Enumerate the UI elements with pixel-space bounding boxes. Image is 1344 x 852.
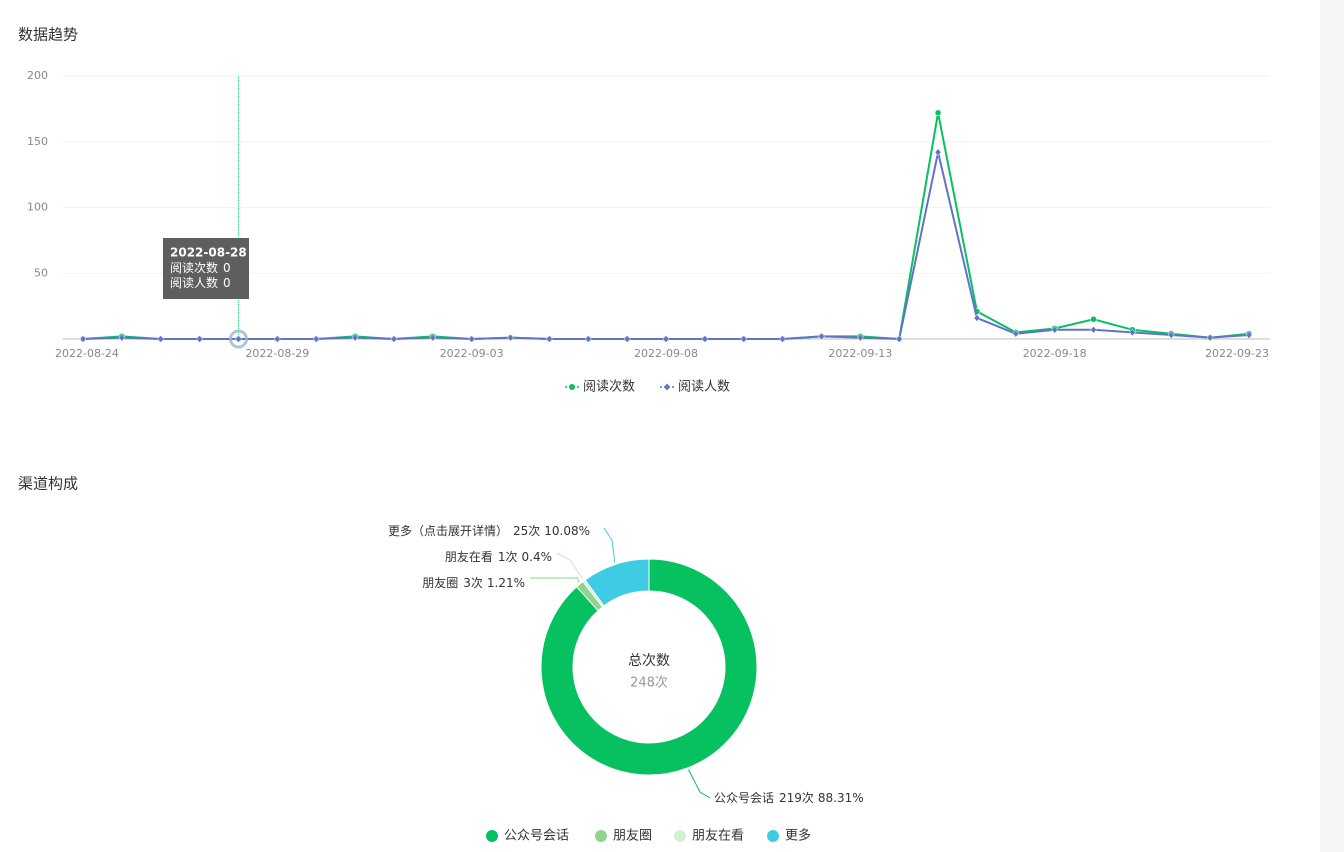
point: [1012, 329, 1020, 338]
point: [701, 335, 709, 343]
slice-percent: 88.31%: [818, 791, 864, 805]
legend-icon: [595, 830, 607, 842]
legend-icon: [767, 830, 779, 842]
point: [895, 335, 903, 343]
point: [1051, 325, 1058, 334]
point: [235, 335, 242, 343]
center-title: 总次数: [628, 653, 670, 669]
point: [390, 335, 398, 343]
point: [546, 335, 553, 343]
point: [351, 333, 359, 342]
point: [934, 109, 942, 117]
point: [79, 335, 87, 343]
tooltip-row: 阅读人数 0: [170, 275, 231, 290]
point: [1245, 331, 1253, 339]
hover-halo: [228, 329, 248, 349]
point: [468, 335, 475, 343]
legend-label: 公众号会话: [504, 829, 569, 844]
leader-line: [688, 769, 711, 799]
slice-count: 1次: [498, 550, 518, 564]
point: [779, 335, 786, 343]
slice-label: 更多（点击展开详情） 25次 10.08%: [388, 523, 590, 538]
legend-label: 阅读人数: [678, 380, 730, 395]
slice-percent: 0.4%: [522, 550, 553, 564]
tooltip-value: 0: [223, 276, 231, 290]
point: [274, 335, 281, 343]
legend-icon: [569, 384, 575, 390]
legend-label: 阅读次数: [583, 379, 635, 395]
x-tick-label: 2022-09-03: [440, 347, 504, 360]
y-tick-label: 150: [27, 135, 48, 148]
slice-percent: 10.08%: [544, 524, 590, 538]
legend-icon: [486, 830, 498, 842]
slice-count: 219次: [779, 791, 814, 805]
point: [118, 333, 126, 342]
x-tick-label: 2022-09-23: [1205, 347, 1269, 360]
point: [196, 335, 203, 343]
y-tick-label: 50: [34, 266, 48, 279]
point: [623, 335, 631, 343]
x-tick-label: 2022-09-13: [828, 347, 892, 360]
slice-name: 朋友圈: [422, 576, 458, 590]
slice-label: 朋友圈 3次 1.21%: [422, 576, 525, 590]
point: [1129, 328, 1136, 337]
series-line: [82, 112, 1250, 341]
x-tick-label: 2022-08-29: [245, 347, 309, 360]
legend-label: 更多: [785, 828, 811, 844]
legend-label: 朋友圈: [613, 828, 652, 844]
tooltip-value: 0: [223, 261, 231, 275]
point: [312, 335, 320, 343]
series-line: [82, 152, 1250, 341]
point: [818, 332, 825, 341]
point: [1090, 316, 1097, 323]
x-tick-label: 2022-09-08: [634, 347, 698, 360]
leader-line: [530, 577, 579, 583]
leader-line: [603, 527, 616, 563]
point: [1167, 331, 1175, 339]
point: [740, 335, 748, 343]
section-title: 数据趋势: [18, 26, 78, 44]
scrollbar: [1320, 0, 1344, 852]
point: [934, 148, 942, 157]
point: [507, 333, 514, 342]
tooltip-row: 阅读次数 0: [170, 260, 231, 275]
point: [1090, 325, 1097, 334]
point: [973, 314, 981, 322]
y-tick-label: 100: [27, 201, 48, 214]
point: [584, 335, 592, 343]
slice: [540, 558, 758, 776]
slice-label: 公众号会话 219次 88.31%: [714, 791, 864, 805]
tooltip-name: 阅读人数: [170, 275, 218, 290]
y-tick-label: 200: [27, 69, 48, 82]
point: [429, 333, 437, 342]
slice-percent: 1.21%: [487, 576, 525, 590]
slice-label: 朋友在看 1次 0.4%: [445, 550, 552, 564]
point: [157, 335, 165, 343]
tooltip-date: 2022-08-28: [170, 246, 247, 260]
center-value: 248次: [630, 675, 668, 691]
point: [1206, 333, 1214, 342]
legend-icon: [664, 383, 670, 391]
slice-count: 25次: [513, 524, 540, 538]
slice-name: 朋友在看: [445, 550, 493, 564]
slice-count: 3次: [463, 576, 483, 590]
leader-line: [556, 552, 584, 580]
point: [662, 335, 670, 343]
tooltip: [163, 238, 249, 299]
slice: [584, 558, 650, 607]
point: [857, 333, 864, 342]
slice-name: 公众号会话: [714, 791, 774, 805]
legend-label: 朋友在看: [692, 828, 744, 844]
tooltip-name: 阅读次数: [170, 260, 218, 275]
x-tick-label: 2022-09-18: [1023, 347, 1087, 360]
legend-icon: [674, 830, 686, 842]
slice-name: 更多（点击展开详情）: [388, 523, 508, 538]
x-tick-label: 2022-08-24: [55, 347, 119, 360]
section-title: 渠道构成: [18, 475, 78, 493]
